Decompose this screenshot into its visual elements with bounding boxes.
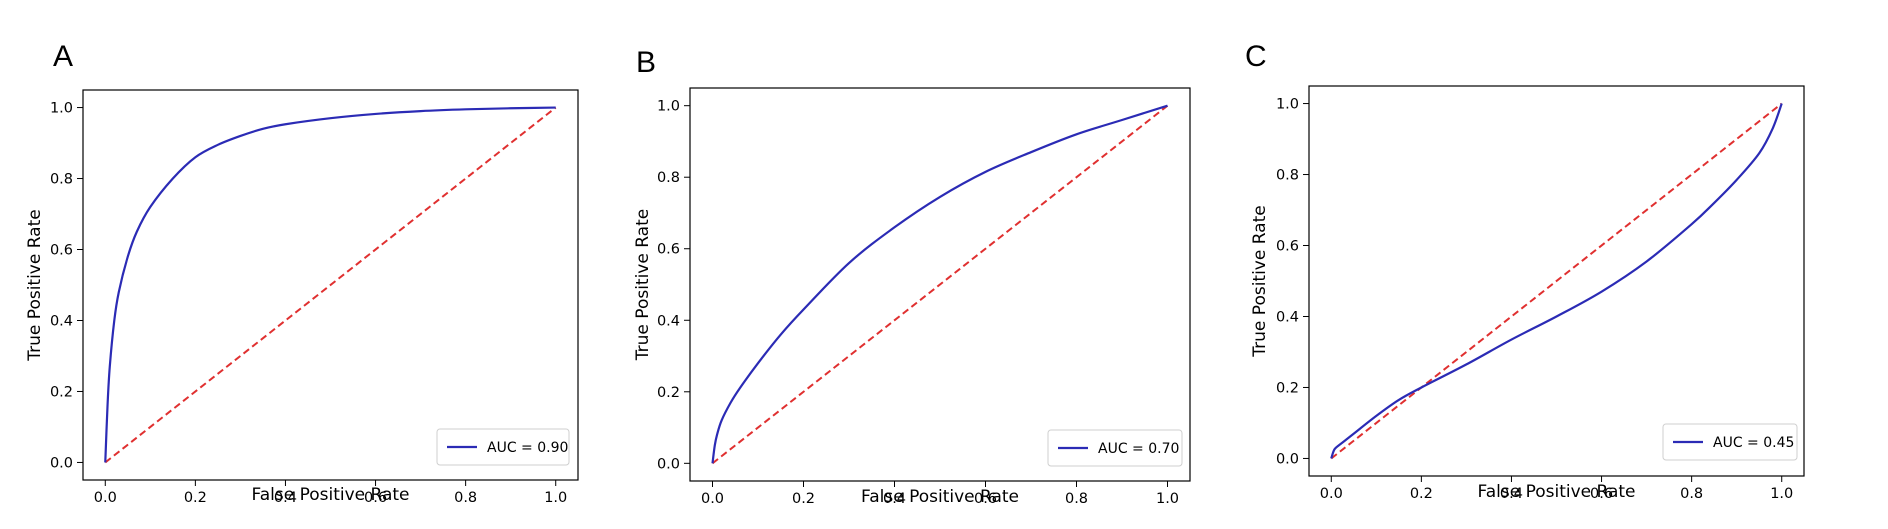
x-tick-label: 0.4 bbox=[1500, 486, 1523, 502]
x-tick-label: 0.8 bbox=[1680, 486, 1703, 502]
y-tick-label: 0.8 bbox=[657, 170, 680, 186]
x-tick-label: 0.6 bbox=[974, 491, 997, 507]
y-tick-label: 0.2 bbox=[50, 384, 73, 400]
chance-diagonal-line bbox=[1330, 102, 1783, 460]
x-tick-label: 0.4 bbox=[274, 490, 297, 506]
roc-curve-line bbox=[104, 106, 556, 463]
x-tick-label: 0.2 bbox=[1410, 486, 1433, 502]
y-tick-label: 0.4 bbox=[50, 313, 73, 329]
legend-label: AUC = 0.90 bbox=[487, 440, 568, 456]
x-tick-label: 0.2 bbox=[184, 490, 207, 506]
chance-diagonal-line bbox=[711, 104, 1169, 465]
roc-curve-line bbox=[1330, 103, 1783, 459]
y-tick-label: 0.6 bbox=[50, 243, 73, 259]
y-tick-label: 0.4 bbox=[657, 313, 680, 329]
y-tick-label: 0.0 bbox=[1276, 451, 1299, 467]
axes-frame bbox=[1308, 85, 1805, 477]
x-tick-label: 1.0 bbox=[1770, 486, 1793, 502]
axes-frame bbox=[82, 89, 579, 481]
y-tick-label: 0.0 bbox=[657, 456, 680, 472]
roc-panel-b: B 0.0 0.2 0.4 0.6 0.8 1.0 0.0 0.2 0.4 0.6 0.8 1.0 Fal… bbox=[633, 46, 1191, 507]
y-tick-label: 1.0 bbox=[50, 101, 73, 117]
x-tick-label: 0.2 bbox=[792, 491, 815, 507]
x-tick-label: 0.0 bbox=[94, 490, 117, 506]
y-tick-label: 0.8 bbox=[1276, 168, 1299, 184]
roc-panel-c: C 0.0 0.2 0.4 0.6 0.8 1.0 0.0 0.2 0.4 0.6 0.8 1.0 Fal… bbox=[1245, 40, 1805, 502]
x-tick-label: 0.4 bbox=[883, 491, 906, 507]
legend-box bbox=[436, 428, 570, 466]
y-axis-label: True Positive Rate bbox=[1250, 205, 1270, 357]
chance-diagonal-line bbox=[104, 106, 557, 464]
panel-letter: C bbox=[1245, 40, 1267, 73]
legend-box bbox=[1662, 423, 1798, 461]
roc-panel-a: A 0.0 0.2 0.4 0.6 0.8 1.0 0.0 0.2 0.4 0.6 0.8 1.0 Fal… bbox=[25, 40, 579, 506]
axes-frame bbox=[689, 87, 1191, 482]
y-tick-label: 0.2 bbox=[1276, 380, 1299, 396]
y-tick-label: 0.0 bbox=[50, 455, 73, 471]
y-tick-label: 0.8 bbox=[50, 172, 73, 188]
y-tick-label: 0.6 bbox=[657, 242, 680, 258]
y-tick-label: 1.0 bbox=[1276, 97, 1299, 113]
x-tick-label: 0.8 bbox=[454, 490, 477, 506]
legend-label: AUC = 0.45 bbox=[1713, 435, 1794, 451]
y-tick-label: 0.2 bbox=[657, 385, 680, 401]
x-tick-label: 1.0 bbox=[544, 490, 567, 506]
x-tick-label: 0.6 bbox=[1590, 486, 1613, 502]
y-tick-label: 0.4 bbox=[1276, 309, 1299, 325]
x-tick-label: 0.8 bbox=[1065, 491, 1088, 507]
y-axis-label: True Positive Rate bbox=[25, 209, 45, 361]
panel-letter: A bbox=[53, 40, 73, 73]
x-tick-label: 0.0 bbox=[1320, 486, 1343, 502]
x-axis-label: False Positive Rate bbox=[861, 487, 1019, 507]
legend-box bbox=[1047, 429, 1183, 467]
x-axis-label: False Positive Rate bbox=[1478, 482, 1636, 502]
x-axis-label: False Positive Rate bbox=[252, 485, 410, 505]
roc-curve-line bbox=[711, 104, 1168, 464]
y-tick-label: 0.6 bbox=[1276, 239, 1299, 255]
x-tick-label: 1.0 bbox=[1156, 491, 1179, 507]
y-axis-label: True Positive Rate bbox=[633, 209, 653, 361]
legend-label: AUC = 0.70 bbox=[1098, 441, 1179, 457]
y-tick-label: 1.0 bbox=[657, 99, 680, 115]
x-tick-label: 0.0 bbox=[701, 491, 724, 507]
x-tick-label: 0.6 bbox=[364, 490, 387, 506]
panel-letter: B bbox=[636, 46, 656, 79]
